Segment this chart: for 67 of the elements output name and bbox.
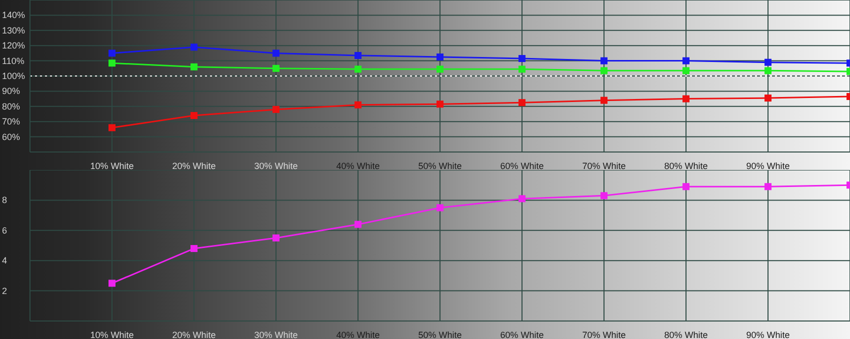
point: [600, 96, 608, 104]
x-tick-label: 80% White: [664, 161, 708, 171]
point: [764, 183, 772, 190]
point: [436, 66, 444, 73]
x-tick-label: 90% White: [746, 161, 790, 171]
point: [354, 101, 362, 108]
x-tick-label: 50% White: [418, 161, 462, 171]
y-tick-label: 80%: [2, 101, 20, 112]
point: [108, 50, 116, 57]
y-tick-label: 140%: [2, 10, 26, 20]
y-tick-label: 110%: [2, 56, 24, 66]
point: [518, 66, 526, 73]
point: [682, 183, 690, 190]
point: [354, 66, 362, 73]
y-tick-label: 130%: [2, 25, 26, 36]
x-tick-label: 70% White: [582, 161, 626, 171]
point: [272, 64, 280, 72]
point: [108, 280, 116, 287]
y-tick-label: 2: [2, 286, 8, 296]
point: [354, 52, 362, 59]
point: [354, 220, 362, 228]
point: [518, 55, 526, 62]
point: [190, 63, 198, 70]
point: [436, 204, 444, 212]
point: [764, 67, 772, 74]
y-tick-label: 90%: [2, 86, 20, 96]
x-tick-label: 20% White: [172, 161, 216, 171]
point: [682, 57, 690, 64]
point: [600, 57, 608, 64]
x-tick-label: 70% White: [582, 330, 626, 339]
point: [600, 67, 608, 74]
point: [764, 94, 772, 102]
point: [518, 195, 526, 202]
point: [272, 106, 280, 113]
point: [272, 50, 280, 57]
x-tick-label: 60% White: [500, 161, 544, 171]
x-tick-label: 90% White: [746, 330, 790, 339]
point: [518, 99, 526, 106]
x-tick-label: 40% White: [336, 161, 380, 171]
point: [272, 234, 280, 242]
y-tick-label: 4: [2, 256, 8, 266]
x-tick-label: 30% White: [254, 330, 298, 339]
x-tick-label: 10% White: [90, 330, 134, 339]
y-tick-label: 60%: [2, 132, 20, 142]
x-tick-label: 40% White: [336, 330, 380, 339]
x-tick-label: 60% White: [500, 330, 544, 339]
point: [682, 95, 690, 102]
y-tick-label: 100%: [2, 71, 26, 81]
point: [108, 60, 116, 67]
point: [764, 58, 772, 66]
point: [190, 245, 198, 252]
x-tick-label: 20% White: [172, 330, 216, 339]
y-tick-label: 6: [2, 225, 8, 236]
point: [436, 54, 444, 60]
point: [600, 192, 608, 200]
y-tick-label: 120%: [2, 40, 26, 51]
point: [108, 124, 116, 132]
point: [190, 112, 198, 120]
point: [436, 100, 444, 108]
x-tick-label: 80% White: [664, 330, 708, 339]
x-tick-label: 10% White: [90, 161, 134, 171]
y-tick-label: 8: [2, 195, 8, 206]
x-tick-label: 50% White: [418, 330, 462, 339]
x-tick-label: 30% White: [254, 161, 298, 171]
point: [682, 67, 690, 74]
point: [190, 44, 198, 51]
y-tick-label: 70%: [2, 116, 20, 127]
